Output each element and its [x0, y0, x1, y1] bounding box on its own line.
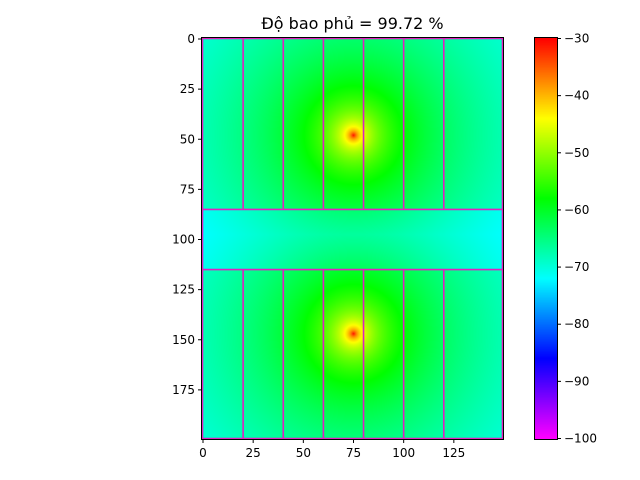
colorbar-tick-label: −80: [564, 317, 589, 331]
chart-title: Độ bao phủ = 99.72 %: [261, 14, 444, 33]
x-tick-label: 25: [246, 446, 261, 460]
x-tick-label: 75: [346, 446, 361, 460]
y-tick-label: 150: [172, 333, 195, 347]
y-tick-label: 0: [187, 32, 195, 46]
x-tick-label: 50: [296, 446, 311, 460]
colorbar-tick-label: −70: [564, 260, 589, 274]
colorbar-tick-label: −100: [564, 432, 597, 446]
x-tick-label: 0: [199, 446, 207, 460]
x-tick-label: 125: [442, 446, 465, 460]
y-tick-label: 175: [172, 383, 195, 397]
colorbar-tick-label: −60: [564, 203, 589, 217]
colorbar-frame: [534, 37, 558, 440]
colorbar-gradient: [535, 38, 557, 439]
y-tick-label: 25: [180, 82, 195, 96]
colorbar-tick-label: −40: [564, 89, 589, 103]
colorbar-tick-label: −30: [564, 32, 589, 46]
y-tick-label: 100: [172, 233, 195, 247]
y-tick-label: 125: [172, 283, 195, 297]
heatmap-image: [202, 38, 503, 439]
x-tick-label: 100: [392, 446, 415, 460]
y-tick-label: 50: [180, 132, 195, 146]
colorbar-tick-label: −90: [564, 374, 589, 388]
y-tick-label: 75: [180, 182, 195, 196]
colorbar-tick-label: −50: [564, 146, 589, 160]
axes-frame: [201, 37, 504, 440]
